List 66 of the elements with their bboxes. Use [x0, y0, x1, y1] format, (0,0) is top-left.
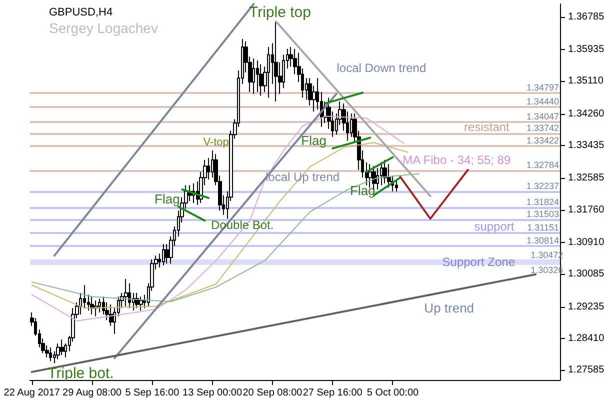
band-label: Support Zone [442, 255, 516, 270]
candlestick [274, 21, 278, 102]
x-tick-label: 20 Sep 08:00 [242, 388, 303, 398]
candlestick [49, 346, 52, 362]
annotation: support [474, 219, 515, 234]
candlestick [252, 58, 255, 94]
y-tick-label: 1.30085 [568, 268, 605, 280]
ref-line-label: 1.31824 [526, 196, 559, 207]
candlestick [383, 159, 387, 184]
candlestick [387, 164, 391, 188]
line-series [31, 173, 420, 302]
annotation: Flag [154, 192, 180, 207]
annotation: resistant [464, 120, 510, 134]
y-tick-label: 1.36785 [568, 11, 605, 22]
candlestick [94, 300, 98, 317]
ref-line-label: 1.31503 [526, 209, 559, 220]
x-tick-label: 5 Sep 16:00 [125, 388, 180, 398]
ref-line-label: 1.34440 [526, 96, 559, 106]
candlestick [350, 112, 353, 138]
candlestick [256, 60, 259, 92]
ref-line-label: 1.34047 [526, 112, 559, 122]
candlestick [128, 282, 131, 309]
x-tick-label: 13 Sep 00:00 [182, 388, 242, 398]
ref-line-label: 1.32784 [526, 160, 559, 170]
annotation: MA Fibo - 34; 55; 89 [402, 152, 511, 167]
x-tick-label: 27 Sep 16:00 [302, 388, 363, 398]
y-tick-label: 1.28410 [568, 333, 605, 344]
candlestick [98, 298, 101, 313]
y-tick-label: 1.31760 [568, 204, 605, 216]
ref-line-label: 1.32237 [526, 181, 559, 192]
x-tick-label: 5 Oct 00:00 [366, 388, 420, 398]
annotation: Triple bot. [48, 364, 114, 382]
candlestick [56, 343, 60, 360]
candlestick [380, 162, 383, 186]
annotation: Triple top [248, 4, 311, 21]
candlestick [60, 339, 64, 356]
annotation: Flag [350, 182, 376, 198]
ref-line-label: 1.30814 [526, 236, 559, 246]
line-series [31, 116, 405, 322]
annotation: Flag [301, 133, 326, 148]
candlestick [139, 296, 143, 311]
y-tick-label: 1.29235 [568, 301, 605, 312]
candlestick [267, 46, 270, 98]
candlestick [124, 278, 128, 307]
annotation: V-top [203, 136, 229, 148]
candlestick [395, 179, 398, 192]
candlestick [90, 296, 94, 315]
candlestick [162, 244, 165, 266]
candlestick [259, 64, 263, 96]
y-tick-label: 1.30910 [568, 237, 605, 248]
ref-line-label: 1.34797 [526, 82, 559, 93]
text: Sergey Logachev [49, 20, 158, 36]
annotation: local Down trend [336, 60, 426, 75]
ref-line-label: 1.31151 [527, 222, 559, 233]
chart-title: GBPUSD,H4 [49, 6, 113, 18]
y-tick-label: 1.35110 [568, 76, 604, 87]
ref-line-label: 1.33742 [526, 123, 559, 134]
y-tick-label: 1.35935 [568, 44, 605, 56]
x-tick-label: 29 Aug 08:00 [62, 388, 122, 398]
annotation: Up trend [424, 300, 474, 316]
y-tick-label: 1.27585 [568, 364, 605, 376]
ref-line-label: 1.33422 [526, 136, 559, 146]
y-tick-label: 1.33435 [568, 140, 605, 152]
y-tick-label: 1.34260 [568, 108, 605, 120]
y-tick-label: 1.32585 [568, 172, 605, 184]
x-tick-label: 22 Aug 2017 [4, 388, 60, 398]
